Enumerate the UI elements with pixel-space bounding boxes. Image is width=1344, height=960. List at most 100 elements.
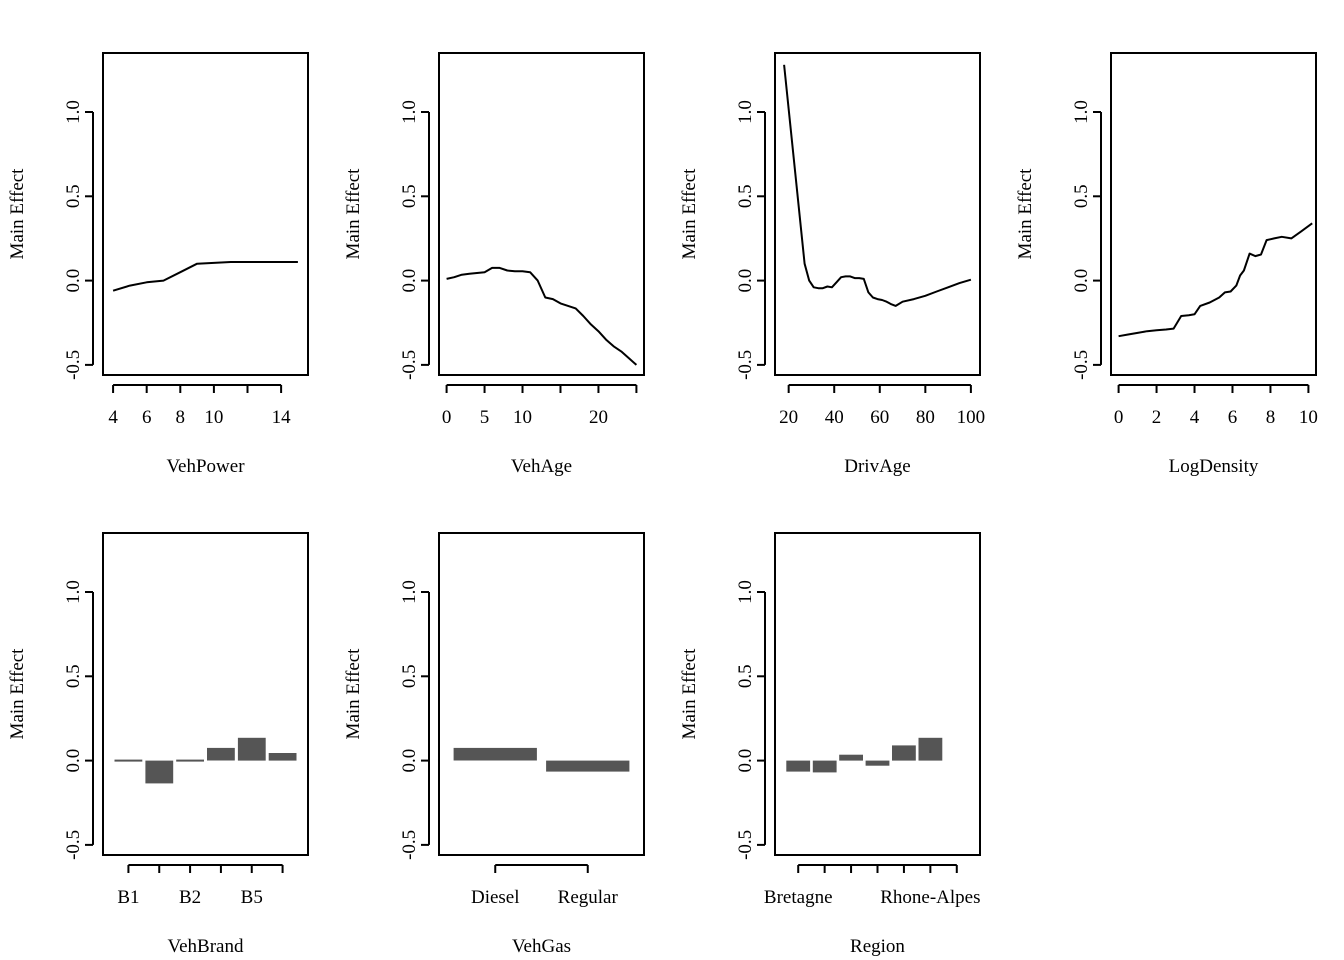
x-tick-label: 5 (480, 407, 490, 428)
panel-vehpower: -0.5 0.0 0.5 1.0 Main Effect VehPower 4 6 8 10 14 (7, 52, 309, 477)
y-tick-label: 1.0 (1071, 100, 1092, 124)
x-tick-label: 10 (1299, 407, 1318, 428)
bar-b3 (207, 747, 235, 761)
panel-vehbrand: -0.5 0.0 0.5 1.0 Main Effect VehBrand B1 B2 B5 (7, 532, 309, 957)
y-tick-label: 0.0 (1071, 269, 1092, 293)
y-tick-label: 0.5 (1071, 184, 1092, 208)
y-axis-title: Main Effect (7, 648, 28, 740)
plot-frame (102, 52, 309, 376)
plot-frame (774, 532, 981, 856)
x-tick-label: 0 (442, 407, 452, 428)
bar-b2 (176, 759, 204, 762)
plot-frame (102, 532, 309, 856)
x-tick-label: 4 (1190, 407, 1200, 428)
x-tick-label: 10 (204, 407, 223, 428)
x-tick-label: 6 (142, 407, 152, 428)
y-tick-label: 0.0 (63, 749, 84, 773)
panel-logdensity: -0.5 0.0 0.5 1.0 Main Effect LogDensity 0 2 4 6 8 1… (1015, 52, 1318, 477)
y-tick-label: 0.5 (735, 664, 756, 688)
y-tick-label: 0.5 (735, 184, 756, 208)
x-axis-title: LogDensity (1169, 456, 1259, 477)
bar-centre (812, 760, 837, 773)
plot-frame (774, 52, 981, 376)
x-tick-label: 6 (1228, 407, 1238, 428)
panel-region: -0.5 0.0 0.5 1.0 Main Effect Region Bretagne Rh… (679, 532, 981, 957)
y-tick-label: 0.0 (399, 749, 420, 773)
y-tick-label: 1.0 (735, 580, 756, 604)
y-tick-label: 1.0 (63, 580, 84, 604)
y-tick-label: 0.5 (399, 664, 420, 688)
x-axis-title: DrivAge (844, 456, 910, 477)
x-tick-label: B1 (117, 887, 139, 908)
y-tick-label: -0.5 (399, 830, 420, 860)
panel-drivage: -0.5 0.0 0.5 1.0 Main Effect DrivAge 20 40 60 80 1… (679, 52, 986, 477)
x-tick-label: Bretagne (764, 887, 833, 908)
y-tick-label: -0.5 (735, 830, 756, 860)
y-axis-title: Main Effect (343, 168, 364, 260)
y-tick-label: -0.5 (63, 830, 84, 860)
y-tick-label: 0.5 (63, 184, 84, 208)
y-tick-label: -0.5 (1071, 350, 1092, 380)
x-axis-title: VehAge (511, 456, 572, 477)
plot-frame (438, 532, 645, 856)
x-tick-label: 100 (957, 407, 986, 428)
bar-b1 (114, 759, 143, 762)
x-tick-label: 0 (1114, 407, 1124, 428)
bar-ile-de-france (839, 754, 863, 761)
x-axis-title: VehGas (512, 936, 571, 957)
x-tick-label: 2 (1152, 407, 1162, 428)
bar-diesel (453, 747, 537, 761)
y-tick-label: 0.5 (63, 664, 84, 688)
x-tick-label: 60 (870, 407, 889, 428)
bar-rhone-alpes (918, 737, 943, 761)
x-tick-label: 8 (176, 407, 186, 428)
y-axis-title: Main Effect (343, 648, 364, 740)
y-tick-label: -0.5 (399, 350, 420, 380)
panel-vehgas: -0.5 0.0 0.5 1.0 Main Effect VehGas Diesel Regu… (343, 532, 645, 957)
x-tick-label: Diesel (471, 887, 520, 908)
x-tick-label: Rhone-Alpes (880, 887, 980, 908)
x-axis-title: VehBrand (168, 936, 244, 957)
y-tick-label: -0.5 (63, 350, 84, 380)
y-axis-title: Main Effect (7, 168, 28, 260)
x-tick-label: 14 (272, 407, 292, 428)
y-tick-label: 0.0 (735, 269, 756, 293)
y-tick-label: 1.0 (735, 100, 756, 124)
x-tick-label: B2 (179, 887, 201, 908)
y-axis-title: Main Effect (1015, 168, 1036, 260)
main-effect-line (1118, 222, 1313, 338)
x-tick-label: 40 (825, 407, 844, 428)
y-axis-title: Main Effect (679, 168, 700, 260)
x-tick-label: 80 (916, 407, 935, 428)
x-tick-label: 20 (589, 407, 608, 428)
bar-bretagne (786, 760, 811, 772)
x-axis-title: Region (850, 936, 905, 957)
bar-b6 (268, 753, 297, 761)
y-tick-label: 0.0 (63, 269, 84, 293)
bar-regular (546, 760, 630, 772)
y-tick-label: 0.5 (399, 184, 420, 208)
y-tick-label: -0.5 (735, 350, 756, 380)
y-tick-label: 1.0 (399, 580, 420, 604)
x-tick-label: 4 (108, 407, 118, 428)
plot-frame (438, 52, 645, 376)
bar-b5 (237, 737, 266, 761)
plot-frame (1110, 52, 1317, 376)
bar-pays-de-la-loire (892, 745, 916, 761)
x-tick-label: 20 (779, 407, 798, 428)
y-tick-label: 1.0 (399, 100, 420, 124)
main-effect-line (446, 266, 638, 366)
bar-b10 (145, 760, 174, 784)
y-tick-label: 1.0 (63, 100, 84, 124)
x-tick-label: 8 (1266, 407, 1276, 428)
x-axis-title: VehPower (166, 456, 245, 477)
bar-other (865, 760, 890, 766)
x-tick-label: Regular (558, 887, 619, 908)
y-axis-title: Main Effect (679, 648, 700, 740)
panel-vehage: -0.5 0.0 0.5 1.0 Main Effect VehAge 0 5 10 20 (343, 52, 645, 477)
main-effect-line (112, 261, 298, 292)
y-tick-label: 0.0 (735, 749, 756, 773)
x-tick-label: B5 (241, 887, 263, 908)
x-tick-label: 10 (513, 407, 532, 428)
